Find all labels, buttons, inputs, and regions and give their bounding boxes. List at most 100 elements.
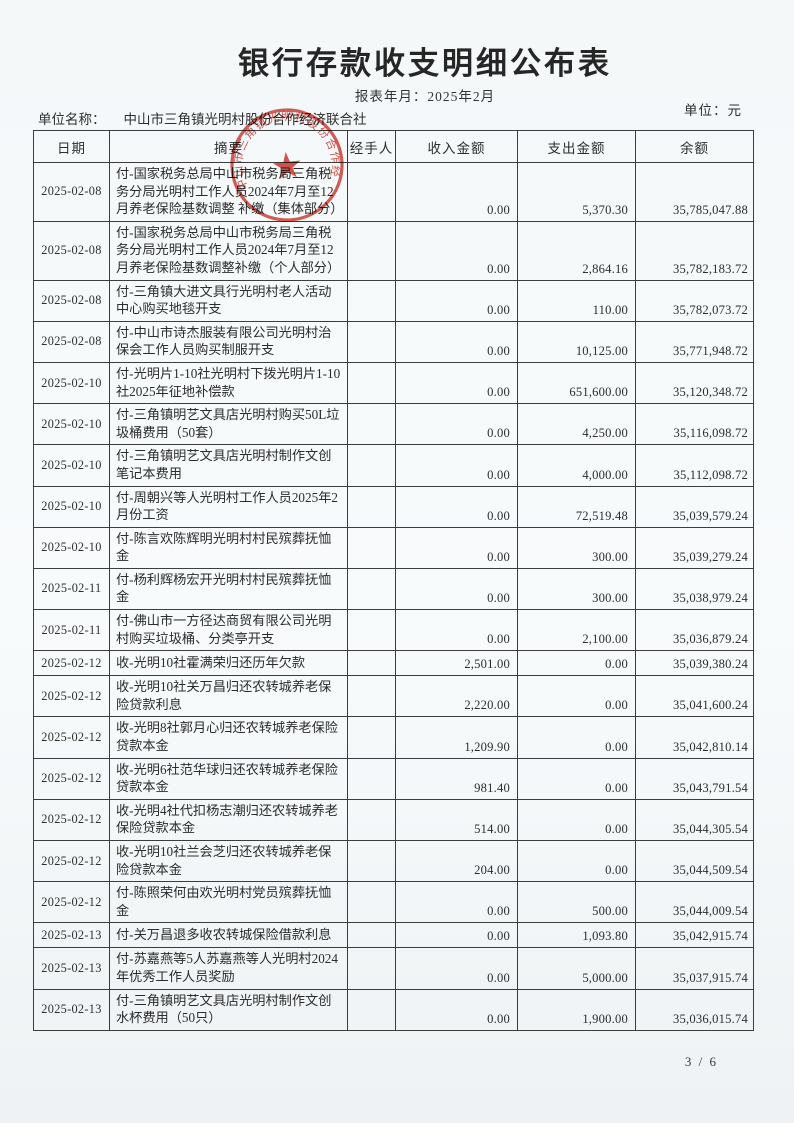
ledger-table: 日期 摘要 经手人 收入金额 支出金额 余额 2025-02-08 付-国家税务总…: [33, 130, 754, 1031]
table-row: 2025-02-08 付-三角镇大进文具行光明村老人活动中心购买地毯开支 0.00 1…: [34, 280, 753, 322]
handler-cell: [348, 486, 396, 528]
income-cell: 0.00: [396, 527, 518, 569]
balance-cell: 35,043,791.54: [636, 759, 753, 800]
income-cell: 0.00: [396, 404, 518, 446]
handler-cell: [348, 717, 396, 759]
income-cell: 0.00: [396, 321, 518, 363]
expense-cell: 2,100.00: [518, 610, 636, 652]
table-header-row: 日期 摘要 经手人 收入金额 支出金额 余额: [34, 131, 753, 163]
expense-cell: 300.00: [518, 527, 636, 569]
date-cell: 2025-02-12: [34, 882, 110, 924]
table-row: 2025-02-10 付-三角镇明艺文具店光明村购买50L垃圾桶费用（50套） 0.…: [34, 404, 753, 446]
handler-cell: [348, 676, 396, 718]
summary-cell: 付-苏嘉燕等5人苏嘉燕等人光明村2024年优秀工作人员奖励: [110, 948, 348, 990]
date-cell: 2025-02-13: [34, 948, 110, 990]
unit-name-label: 单位名称：: [38, 112, 106, 127]
balance-cell: 35,042,915.74: [636, 923, 753, 949]
summary-cell: 收-光明10社关万昌归还农转城养老保险贷款利息: [110, 676, 348, 718]
date-cell: 2025-02-13: [34, 989, 110, 1030]
expense-cell: 0.00: [518, 676, 636, 718]
summary-cell: 付-国家税务总局中山市税务局三角税务分局光明村工作人员2024年7月至12月养老…: [110, 163, 348, 222]
summary-cell: 收-光明8社郭月心归还农转城养老保险贷款本金: [110, 717, 348, 759]
expense-cell: 500.00: [518, 882, 636, 924]
expense-cell: 0.00: [518, 799, 636, 841]
date-cell: 2025-02-12: [34, 799, 110, 841]
expense-cell: 1,900.00: [518, 989, 636, 1030]
handler-cell: [348, 568, 396, 611]
income-cell: 0.00: [396, 163, 518, 222]
income-cell: 2,501.00: [396, 651, 518, 677]
table-row: 2025-02-13 付-三角镇明艺文具店光明村制作文创水杯费用（50只） 0.00…: [34, 989, 753, 1030]
date-cell: 2025-02-08: [34, 163, 110, 222]
date-cell: 2025-02-10: [34, 362, 110, 405]
table-row: 2025-02-13 付-苏嘉燕等5人苏嘉燕等人光明村2024年优秀工作人员奖励 0…: [34, 948, 753, 990]
income-cell: 0.00: [396, 486, 518, 528]
table-row: 2025-02-08 付-国家税务总局中山市税务局三角税务分局光明村工作人员202…: [34, 163, 753, 222]
summary-cell: 付-三角镇明艺文具店光明村购买50L垃圾桶费用（50套）: [110, 404, 348, 446]
expense-cell: 4,250.00: [518, 404, 636, 446]
table-row: 2025-02-12 收-光明6社范华球归还农转城养老保险贷款本金 981.40 0.…: [34, 758, 753, 800]
col-header-balance: 余额: [636, 131, 753, 163]
handler-cell: [348, 362, 396, 405]
balance-cell: 35,039,579.24: [636, 487, 753, 528]
summary-cell: 付-三角镇大进文具行光明村老人活动中心购买地毯开支: [110, 280, 348, 322]
expense-cell: 5,370.30: [518, 163, 636, 222]
balance-cell: 35,044,009.54: [636, 882, 753, 924]
income-cell: 0.00: [396, 610, 518, 652]
summary-cell: 付-陈言欢陈辉明光明村村民殡葬抚恤金: [110, 527, 348, 569]
handler-cell: [348, 651, 396, 677]
date-cell: 2025-02-12: [34, 841, 110, 883]
page-number: 3 / 6: [684, 1054, 718, 1069]
balance-cell: 35,116,098.72: [636, 404, 753, 446]
handler-cell: [348, 758, 396, 800]
expense-cell: 110.00: [518, 280, 636, 322]
handler-cell: [348, 989, 396, 1030]
summary-cell: 收-光明6社范华球归还农转城养老保险贷款本金: [110, 758, 348, 800]
balance-cell: 35,044,509.54: [636, 841, 753, 883]
table-row: 2025-02-10 付-光明片1-10社光明村下拨光明片1-10社2025年征地…: [34, 362, 753, 405]
balance-cell: 35,039,380.24: [636, 651, 753, 677]
handler-cell: [348, 610, 396, 652]
unit-name-value: 中山市三角镇光明村股份合作经济联合社: [123, 112, 367, 127]
currency-unit-label: 单位：元: [684, 103, 742, 118]
date-cell: 2025-02-10: [34, 486, 110, 528]
income-cell: 514.00: [396, 799, 518, 841]
handler-cell: [348, 841, 396, 883]
col-header-income: 收入金额: [396, 131, 518, 163]
summary-cell: 付-三角镇明艺文具店光明村制作文创笔记本费用: [110, 445, 348, 487]
summary-cell: 付-陈照荣何由欢光明村党员殡葬抚恤金: [110, 882, 348, 924]
expense-cell: 300.00: [518, 568, 636, 611]
balance-cell: 35,036,879.24: [636, 610, 753, 652]
balance-cell: 35,782,183.72: [636, 222, 753, 281]
unit-name-line: 单位名称： 中山市三角镇光明村股份合作经济联合社: [38, 108, 367, 128]
handler-cell: [348, 527, 396, 569]
balance-cell: 35,037,915.74: [636, 948, 753, 990]
table-row: 2025-02-12 收-光明10社霍满荣归还历年欠款 2,501.00 0.00 35…: [34, 651, 753, 677]
income-cell: 2,220.00: [396, 676, 518, 718]
summary-cell: 付-周朝兴等人光明村工作人员2025年2月份工资: [110, 486, 348, 528]
date-cell: 2025-02-12: [34, 717, 110, 759]
income-cell: 0.00: [396, 882, 518, 924]
expense-cell: 0.00: [518, 758, 636, 800]
date-cell: 2025-02-08: [34, 280, 110, 322]
date-cell: 2025-02-13: [34, 923, 110, 949]
table-row: 2025-02-12 收-光明10社兰会芝归还农转城养老保险贷款本金 204.00 0…: [34, 841, 753, 883]
date-cell: 2025-02-11: [34, 568, 110, 611]
handler-cell: [348, 799, 396, 841]
income-cell: 0.00: [396, 445, 518, 487]
balance-cell: 35,112,098.72: [636, 445, 753, 487]
table-row: 2025-02-12 付-陈照荣何由欢光明村党员殡葬抚恤金 0.00 500.00 35…: [34, 882, 753, 924]
balance-cell: 35,039,279.24: [636, 528, 753, 569]
table-row: 2025-02-08 付-国家税务总局中山市税务局三角税务分局光明村工作人员202…: [34, 221, 753, 281]
date-cell: 2025-02-11: [34, 610, 110, 652]
income-cell: 204.00: [396, 841, 518, 883]
handler-cell: [348, 163, 396, 222]
summary-cell: 付-光明片1-10社光明村下拨光明片1-10社2025年征地补偿款: [110, 362, 348, 405]
expense-cell: 0.00: [518, 841, 636, 883]
handler-cell: [348, 445, 396, 487]
table-row: 2025-02-12 收-光明4社代扣杨志潮归还农转城养老保险贷款本金 514.00…: [34, 799, 753, 841]
col-header-date: 日期: [34, 131, 110, 163]
income-cell: 0.00: [396, 280, 518, 322]
income-cell: 0.00: [396, 923, 518, 949]
